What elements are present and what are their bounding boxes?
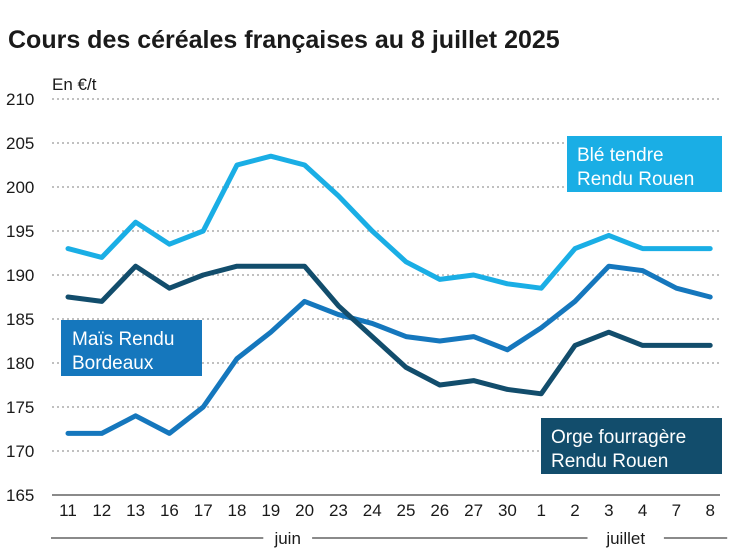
x-tick-10: 25 (397, 501, 416, 520)
y-tick-210: 210 (6, 90, 34, 109)
y-tick-190: 190 (6, 266, 34, 285)
x-tick-4: 17 (194, 501, 213, 520)
series-line-0 (65, 153, 713, 291)
legend-label-mais-box (61, 320, 202, 376)
legend-label-orge: Orge fourragère Rendu Rouen (541, 418, 722, 474)
legend-label-orge-line2: Rendu Rouen (551, 451, 668, 472)
legend-label-ble-line2: Rendu Rouen (577, 169, 694, 190)
month-label-0: juin (273, 529, 300, 548)
x-tick-19: 8 (705, 501, 714, 520)
y-tick-195: 195 (6, 222, 34, 241)
y-tick-180: 180 (6, 354, 34, 373)
x-tick-16: 3 (604, 501, 613, 520)
x-tick-1: 12 (92, 501, 111, 520)
x-tick-13: 30 (498, 501, 517, 520)
x-tick-3: 16 (160, 501, 179, 520)
y-axis-ticks: 165 170 175 180 185 190 195 200 205 210 (6, 90, 34, 505)
legend-label-mais: Maïs Rendu Bordeaux (61, 320, 202, 376)
x-tick-5: 18 (228, 501, 247, 520)
legend-label-mais-line1: Maïs Rendu (72, 329, 174, 350)
legend-label-orge-line1: Orge fourragère (551, 427, 686, 448)
x-tick-6: 19 (261, 501, 280, 520)
legend-label-ble-line1: Blé tendre (577, 145, 664, 166)
y-tick-170: 170 (6, 442, 34, 461)
x-tick-9: 24 (363, 501, 382, 520)
x-tick-17: 4 (638, 501, 647, 520)
chart-title: Cours des céréales françaises au 8 juill… (8, 26, 560, 54)
x-axis-ticks: 11 12 13 16 17 18 19 20 23 24 25 26 27 30 1 2 3 4 7 8 (59, 501, 715, 520)
y-tick-165: 165 (6, 486, 34, 505)
x-tick-18: 7 (672, 501, 681, 520)
x-tick-7: 20 (295, 501, 314, 520)
legend-label-mais-line2: Bordeaux (72, 353, 154, 374)
y-axis-unit: En €/t (52, 75, 97, 94)
month-groups: juin juillet (51, 529, 728, 548)
x-tick-15: 2 (570, 501, 579, 520)
series-lines (65, 153, 713, 436)
month-label-1: juillet (605, 529, 645, 548)
x-tick-11: 26 (430, 501, 449, 520)
x-tick-8: 23 (329, 501, 348, 520)
y-tick-200: 200 (6, 178, 34, 197)
y-tick-175: 175 (6, 398, 34, 417)
x-tick-12: 27 (464, 501, 483, 520)
series-line-2 (65, 263, 713, 397)
legend-label-ble-box (567, 136, 722, 192)
legend-label-ble: Blé tendre Rendu Rouen (567, 136, 722, 192)
x-tick-0: 11 (59, 501, 77, 520)
y-tick-205: 205 (6, 134, 34, 153)
legend-label-orge-box (541, 418, 722, 474)
x-tick-14: 1 (536, 501, 545, 520)
x-tick-2: 13 (126, 501, 145, 520)
y-tick-185: 185 (6, 310, 34, 329)
series-line-1 (65, 263, 713, 436)
